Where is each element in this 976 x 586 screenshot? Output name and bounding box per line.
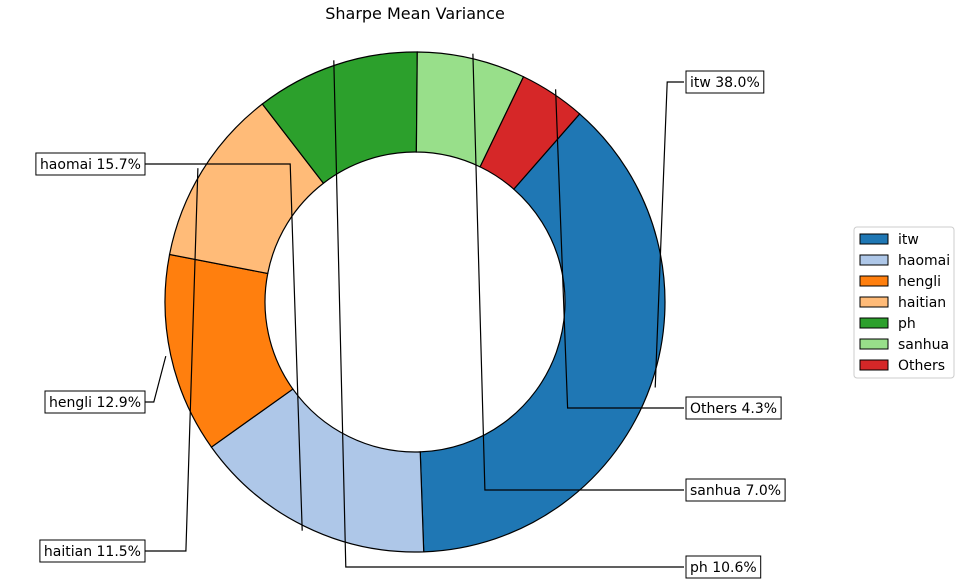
slice-label-haomai: haomai 15.7% [35,152,146,176]
slice-label-hengli: hengli 12.9% [44,390,146,414]
slice-label-box [685,396,782,420]
slice-label-ph: ph 10.6% [685,555,762,579]
legend-label: itw [898,232,919,248]
legend-label: ph [898,316,916,332]
legend-item-ph: ph [859,316,916,332]
slice-label-text: hengli 12.9% [49,395,141,411]
chart-title: Sharpe Mean Variance [325,4,505,23]
legend: itw haomai hengli haitian ph sanhua Others [853,226,955,379]
legend-label: hengli [898,274,941,290]
legend-item-sanhua: sanhua [859,337,949,353]
slice-label-text: haomai 15.7% [40,157,141,173]
donut-slices [164,51,666,553]
slice-label-text: ph 10.6% [690,560,757,576]
legend-item-others: Others [859,358,945,374]
leader-line-haitian [145,168,199,552]
slice-label-box [35,152,146,176]
slice-label-haitian: haitian 11.5% [39,539,146,563]
legend-swatch [859,275,889,287]
slice-label-sanhua: sanhua 7.0% [685,478,786,502]
slice-label-text: itw 38.0% [690,75,760,91]
slice-label-box [39,539,146,563]
leader-line-sanhua [472,53,684,491]
legend-item-haitian: haitian [859,295,946,311]
slice-label-itw: itw 38.0% [685,70,765,94]
legend-label: sanhua [898,337,949,353]
leader-line-ph [333,60,684,568]
legend-label: haitian [898,295,946,311]
leader-line-haomai [145,163,303,531]
slice-label-text: Others 4.3% [690,401,777,417]
leader-line-others [555,89,684,409]
slice-label-text: sanhua 7.0% [690,483,781,499]
slice-label-box [44,390,146,414]
leader-line-hengli [145,355,167,403]
legend-label: haomai [898,253,950,269]
slice-others [479,75,581,190]
slice-label-text: haitian 11.5% [44,544,141,560]
leader-line-itw [654,81,684,388]
slice-label-box [685,70,765,94]
legend-item-itw: itw [859,232,919,248]
slice-label-box [685,555,762,579]
legend-item-hengli: hengli [859,274,941,290]
legend-item-haomai: haomai [859,253,950,269]
legend-swatch [859,317,889,329]
legend-label: Others [898,358,945,374]
slice-label-others: Others 4.3% [685,396,782,420]
slice-itw [419,113,666,553]
slice-labels: itw 38.0% haomai 15.7% hengli 12.9% haitian… [35,53,786,579]
slice-label-box [685,478,786,502]
legend-swatch [859,338,889,350]
legend-swatch [859,233,889,245]
legend-swatch [859,254,889,266]
legend-swatch [859,296,889,308]
legend-swatch [859,359,889,371]
